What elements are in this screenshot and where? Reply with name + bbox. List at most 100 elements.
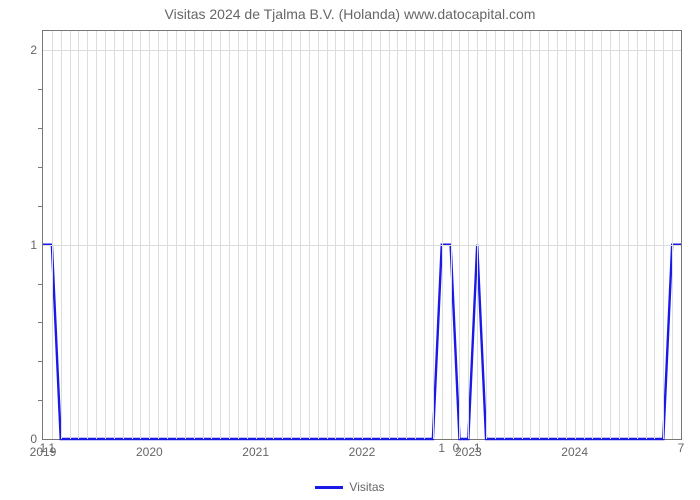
y-minor-tick [38,284,43,285]
gridline-horizontal [43,245,681,246]
gridline-vertical [344,31,345,439]
gridline-vertical [406,31,407,439]
gridline-vertical [415,31,416,439]
value-label: 1 [40,441,47,455]
gridline-vertical [380,31,381,439]
gridline-vertical [167,31,168,439]
gridline-vertical [566,31,567,439]
y-minor-tick [38,167,43,168]
gridline-vertical [548,31,549,439]
gridline-vertical [663,31,664,439]
chart-title: Visitas 2024 de Tjalma B.V. (Holanda) ww… [0,6,700,22]
gridline-vertical [140,31,141,439]
x-tick-label: 2022 [349,445,376,459]
gridline-vertical [672,31,673,439]
gridline-vertical [256,31,257,439]
gridline-vertical [335,31,336,439]
x-tick-label: 2021 [242,445,269,459]
gridline-vertical [194,31,195,439]
y-tick-label: 1 [30,238,37,252]
gridline-vertical [282,31,283,439]
y-minor-tick [38,89,43,90]
gridline-vertical [477,31,478,439]
gridline-vertical [291,31,292,439]
gridline-vertical [495,31,496,439]
gridline-vertical [220,31,221,439]
gridline-vertical [132,31,133,439]
gridline-vertical [318,31,319,439]
x-tick-label: 2020 [136,445,163,459]
gridline-vertical [389,31,390,439]
gridline-vertical [52,31,53,439]
gridline-vertical [513,31,514,439]
gridline-vertical [397,31,398,439]
gridline-vertical [424,31,425,439]
gridline-vertical [114,31,115,439]
gridline-vertical [557,31,558,439]
gridline-vertical [149,31,150,439]
gridline-vertical [433,31,434,439]
value-label: 1 [49,441,56,455]
gridline-vertical [592,31,593,439]
y-tick-label: 2 [30,43,37,57]
gridline-vertical [646,31,647,439]
legend-swatch [315,486,343,489]
y-minor-tick [38,361,43,362]
gridline-vertical [628,31,629,439]
gridline-horizontal [43,50,681,51]
gridline-vertical [61,31,62,439]
gridline-vertical [211,31,212,439]
gridline-vertical [522,31,523,439]
value-label: 0 [453,441,460,455]
chart-container: Visitas 2024 de Tjalma B.V. (Holanda) ww… [0,0,700,500]
gridline-vertical [442,31,443,439]
gridline-vertical [601,31,602,439]
value-label: 7 [678,441,685,455]
legend-label: Visitas [349,480,384,494]
gridline-vertical [78,31,79,439]
y-tick-label: 0 [30,432,37,446]
gridline-vertical [273,31,274,439]
gridline-vertical [247,31,248,439]
y-minor-tick [38,322,43,323]
gridline-vertical [575,31,576,439]
gridline-vertical [539,31,540,439]
value-label: 1 [474,441,481,455]
gridline-vertical [87,31,88,439]
gridline-vertical [654,31,655,439]
x-tick-label: 2024 [561,445,588,459]
gridline-vertical [105,31,106,439]
gridline-vertical [371,31,372,439]
gridline-vertical [619,31,620,439]
gridline-vertical [185,31,186,439]
gridline-vertical [362,31,363,439]
gridline-vertical [309,31,310,439]
gridline-vertical [451,31,452,439]
gridline-vertical [203,31,204,439]
y-minor-tick [38,128,43,129]
y-minor-tick [38,400,43,401]
gridline-vertical [238,31,239,439]
gridline-vertical [327,31,328,439]
gridline-vertical [584,31,585,439]
legend: Visitas [0,479,700,494]
gridline-vertical [459,31,460,439]
gridline-vertical [229,31,230,439]
plot-area: 012201920202021202220232024111017 [42,30,682,440]
gridline-vertical [123,31,124,439]
gridline-vertical [96,31,97,439]
gridline-vertical [637,31,638,439]
gridline-vertical [265,31,266,439]
gridline-vertical [70,31,71,439]
gridline-vertical [176,31,177,439]
gridline-vertical [610,31,611,439]
value-label: 1 [438,441,445,455]
gridline-vertical [486,31,487,439]
y-minor-tick [38,206,43,207]
gridline-vertical [530,31,531,439]
gridline-vertical [353,31,354,439]
gridline-vertical [504,31,505,439]
gridline-vertical [300,31,301,439]
gridline-vertical [468,31,469,439]
gridline-vertical [158,31,159,439]
